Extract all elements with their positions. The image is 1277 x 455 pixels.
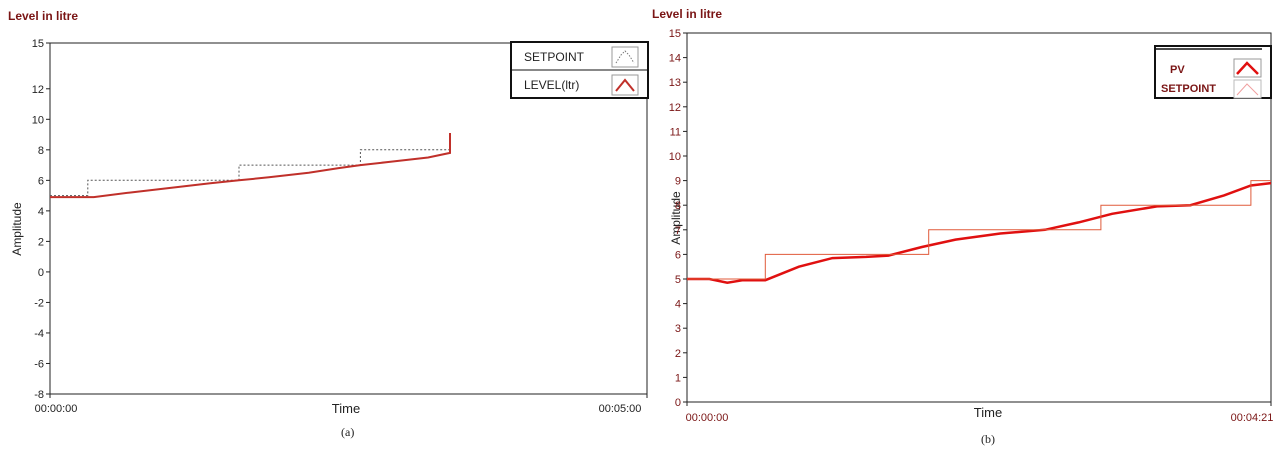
chart-b-y-tick-label: 7 — [675, 225, 681, 237]
chart-a-legend-level-swatch — [611, 74, 639, 96]
chart-a-series-level-ltr-line — [50, 133, 451, 199]
chart-a-y-tick-label: -6 — [34, 358, 44, 370]
chart-panel-a: Level in litre Amplitude Time 00:00:00 0… — [8, 9, 649, 439]
chart-b-y-tick-label: 11 — [670, 126, 681, 138]
chart-b-y-tick-label: 14 — [669, 53, 681, 65]
chart-a-x-axis-label: Time — [332, 401, 360, 416]
chart-a-legend-level-label: LEVEL(ltr) — [524, 78, 579, 92]
chart-b-series-setpoint-line — [687, 180, 1271, 280]
chart-a-y-tick-label: 10 — [32, 114, 44, 126]
chart-a-y-tick-label: 12 — [32, 84, 44, 96]
chart-a-x-start-label: 00:00:00 — [35, 403, 78, 415]
chart-b-y-tick-label: 3 — [675, 323, 681, 335]
chart-b-y-tick-label: 12 — [669, 102, 681, 114]
chart-b-x-end-label: 00:04:21 — [1231, 412, 1274, 424]
chart-a-y-tick-label: 0 — [38, 267, 44, 279]
chart-a-y-tick-label: -4 — [34, 328, 44, 340]
chart-b-y-tick-label: 9 — [675, 176, 681, 188]
chart-a-y-tick-label: 8 — [38, 145, 44, 157]
chart-a-y-axis-label: Amplitude — [10, 202, 24, 256]
chart-a-x-end-label: 00:05:00 — [599, 403, 642, 415]
chart-b-legend-setpoint-glyph — [1236, 83, 1259, 96]
chart-b-x-start-label: 00:00:00 — [686, 412, 729, 424]
chart-a: Level in litre Amplitude Time 00:00:00 0… — [8, 9, 649, 416]
chart-b-y-tick-label: 1 — [675, 372, 681, 384]
chart-a-caption: (a) — [341, 425, 355, 439]
chart-b-y-tick-label: 0 — [675, 397, 681, 409]
chart-a-y-tick-label: 6 — [38, 175, 44, 187]
chart-b: Level in litre Amplitude Time 00:00:00 0… — [652, 7, 1274, 424]
chart-a-legend: SETPOINT LEVEL(ltr) — [510, 41, 649, 99]
chart-a-legend-setpoint-glyph — [615, 50, 635, 64]
chart-b-title: Level in litre — [652, 7, 722, 21]
chart-a-legend-setpoint-label: SETPOINT — [524, 50, 585, 64]
chart-panel-b: Level in litre Amplitude Time 00:00:00 0… — [650, 0, 1277, 450]
chart-b-y-tick-label: 13 — [669, 77, 681, 89]
chart-b-legend-setpoint-swatch — [1233, 79, 1262, 99]
chart-b-y-tick-label: 6 — [675, 249, 681, 261]
chart-a-y-tick-label: -8 — [34, 389, 44, 401]
chart-b-y-tick-label: 4 — [675, 299, 681, 311]
chart-a-y-tick-label: 4 — [38, 206, 44, 218]
chart-a-title: Level in litre — [8, 9, 78, 23]
chart-b-caption: (b) — [981, 432, 995, 446]
chart-b-legend-pv-swatch — [1233, 58, 1262, 78]
chart-a-y-tick-label: 2 — [38, 236, 44, 248]
chart-b-y-tick-label: 5 — [675, 274, 681, 286]
chart-b-y-tick-label: 10 — [669, 151, 681, 163]
chart-b-legend-setpoint-label: SETPOINT — [1161, 83, 1216, 95]
chart-b-x-axis-label: Time — [974, 405, 1002, 420]
chart-a-y-tick-label: 15 — [32, 38, 44, 50]
chart-a-legend-level-glyph — [615, 78, 635, 92]
chart-b-legend-pv-glyph — [1236, 61, 1259, 75]
chart-b-y-axis-label: Amplitude — [669, 191, 683, 245]
chart-a-plot-area — [49, 42, 648, 395]
chart-a-y-tick-label: -2 — [34, 297, 44, 309]
chart-b-legend: PV SETPOINT — [1154, 45, 1272, 99]
chart-a-legend-setpoint-swatch — [611, 46, 639, 68]
chart-b-legend-pv-label: PV — [1170, 64, 1185, 76]
chart-b-y-tick-label: 15 — [669, 28, 681, 40]
chart-b-y-tick-label: 8 — [675, 200, 681, 212]
chart-b-y-tick-label: 2 — [675, 348, 681, 360]
